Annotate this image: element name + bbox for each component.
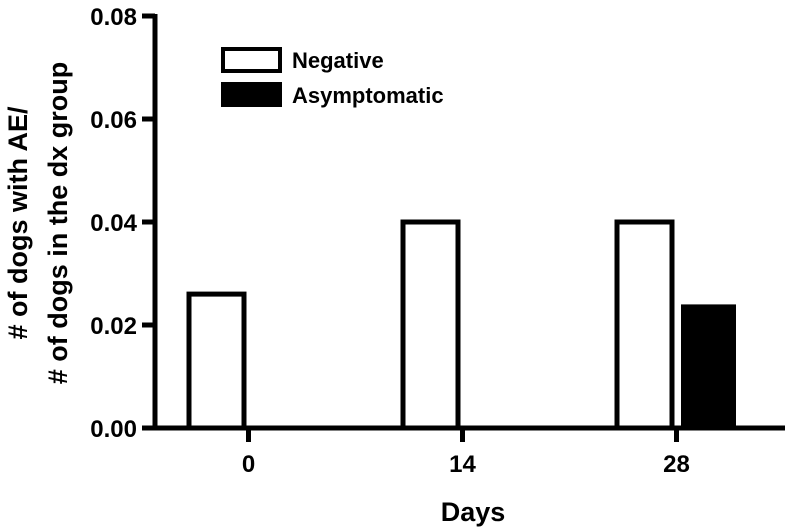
bar-negative-14 xyxy=(400,219,461,431)
legend: Negative Asymptomatic xyxy=(221,47,444,108)
legend-swatch-negative xyxy=(221,47,282,73)
y-tick-label-3: 0.06 xyxy=(90,107,137,134)
y-axis-title-line-2: # of dogs in the dx group xyxy=(43,62,73,384)
y-axis: 0.00 0.02 0.04 0.06 0.08 xyxy=(90,4,158,443)
plot-area xyxy=(186,219,736,431)
y-tick-label-2: 0.04 xyxy=(90,210,137,237)
y-tick-label-1: 0.02 xyxy=(90,313,137,340)
legend-label-negative: Negative xyxy=(292,48,384,73)
bar-asymptomatic-28 xyxy=(681,304,736,428)
y-tick-label-0: 0.00 xyxy=(90,416,137,443)
x-tick-label-0: 0 xyxy=(242,451,255,478)
x-tick-label-1: 14 xyxy=(449,451,476,478)
legend-label-asymptomatic: Asymptomatic xyxy=(292,83,444,108)
x-tick-label-2: 28 xyxy=(663,451,690,478)
x-axis: 0 14 28 xyxy=(153,425,785,478)
y-axis-title: # of dogs with AE/ # of dogs in the dx g… xyxy=(3,62,73,384)
y-tick-label-4: 0.08 xyxy=(90,4,137,31)
legend-swatch-asymptomatic xyxy=(221,82,282,107)
bar-negative-28 xyxy=(614,219,675,431)
y-axis-title-line-1: # of dogs with AE/ xyxy=(3,106,33,339)
bar-negative-0 xyxy=(186,291,247,431)
x-axis-title: Days xyxy=(441,497,506,527)
